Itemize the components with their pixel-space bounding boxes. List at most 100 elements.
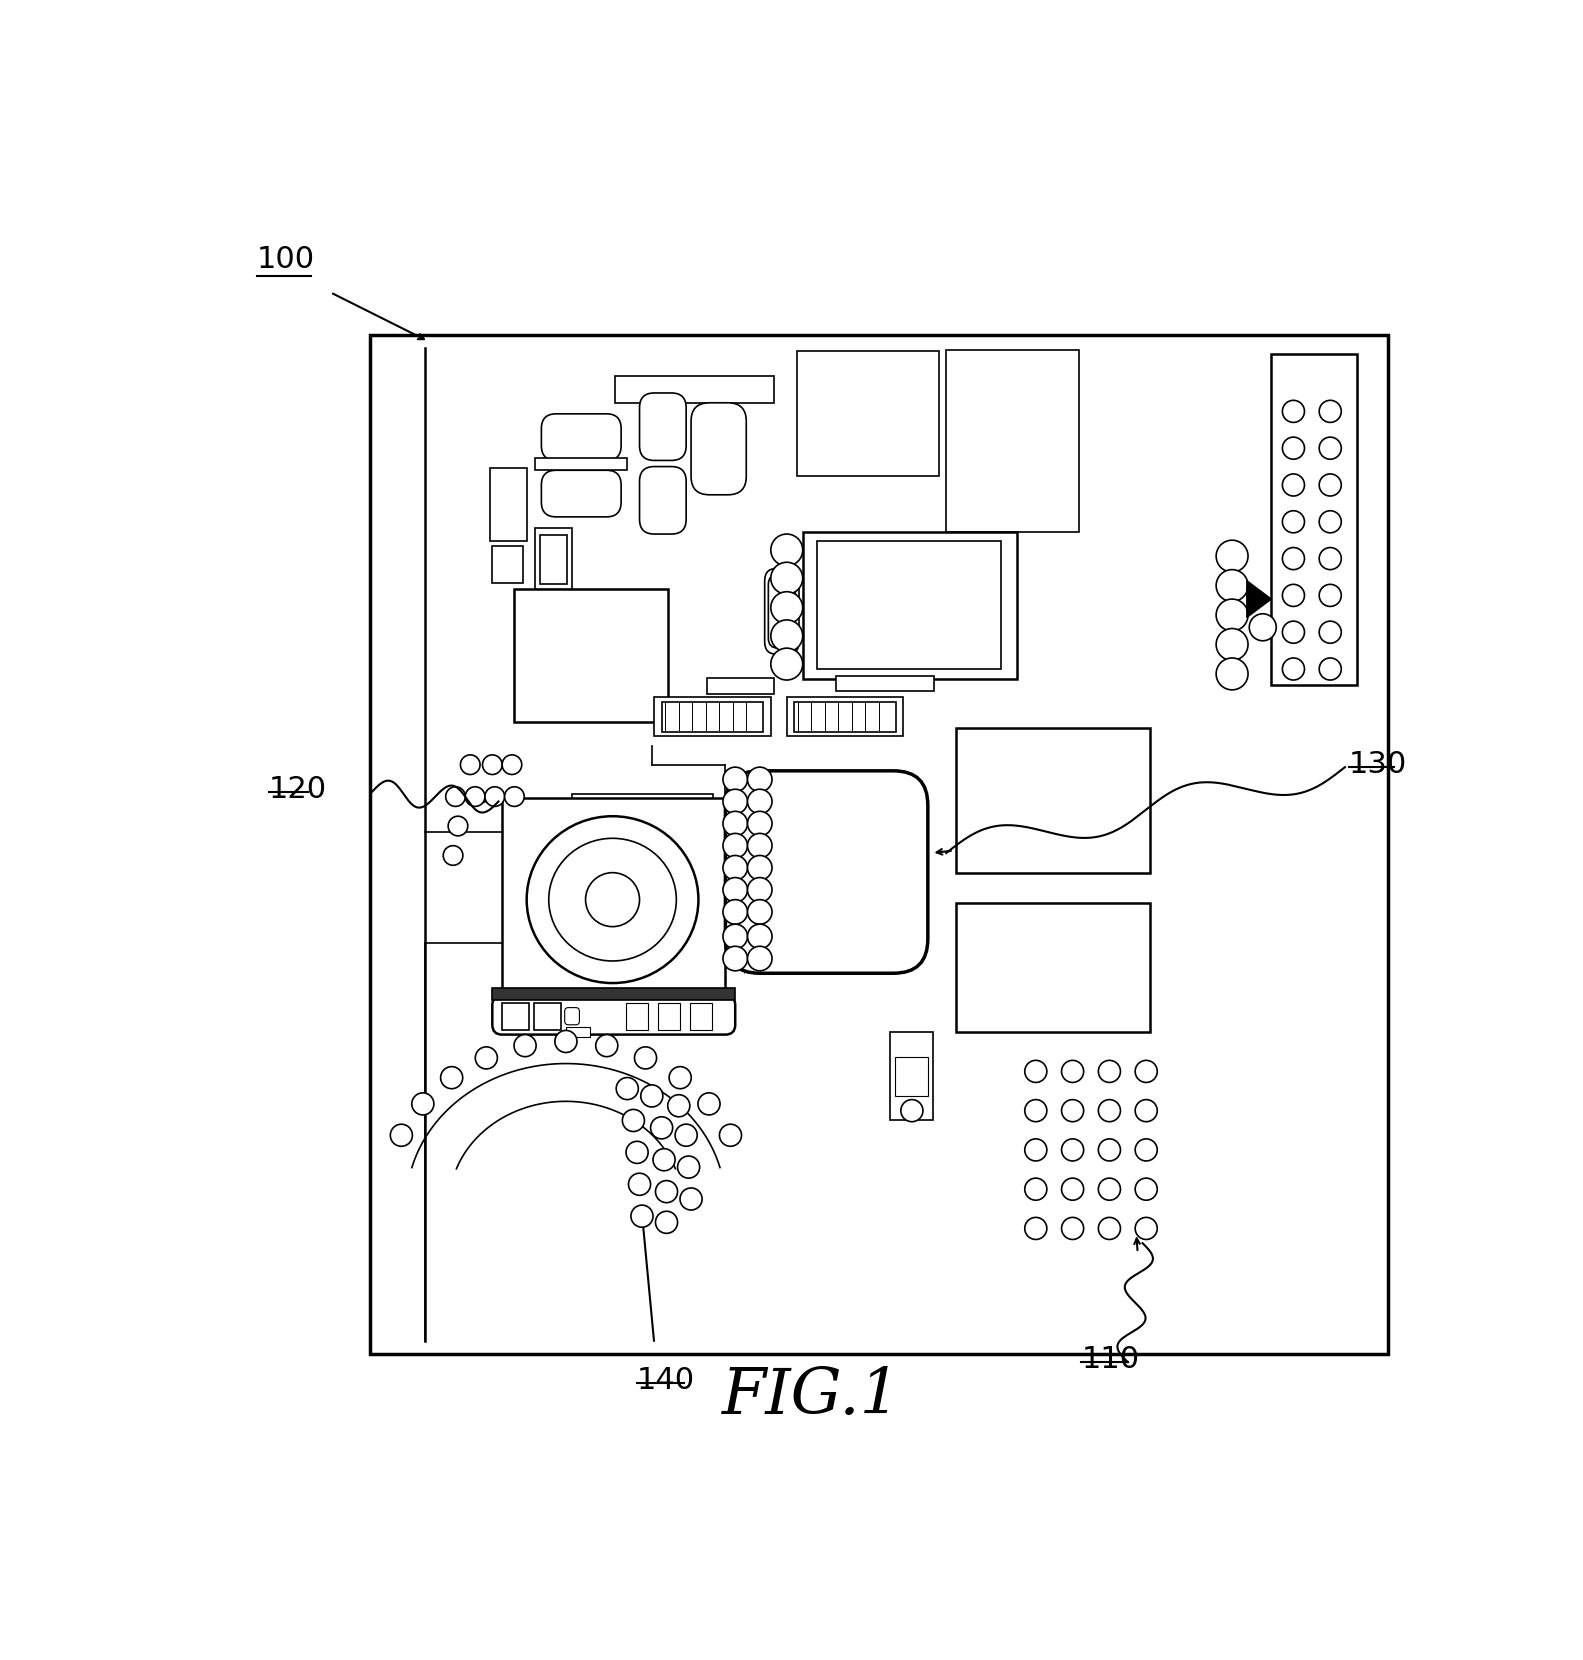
- Ellipse shape: [549, 838, 676, 961]
- Circle shape: [556, 1031, 576, 1052]
- Text: FIG.1: FIG.1: [722, 1366, 901, 1428]
- FancyBboxPatch shape: [492, 996, 735, 1034]
- FancyBboxPatch shape: [640, 393, 685, 460]
- FancyBboxPatch shape: [541, 470, 621, 516]
- Circle shape: [483, 755, 502, 775]
- Circle shape: [1062, 1217, 1084, 1240]
- Circle shape: [747, 833, 773, 858]
- Circle shape: [461, 755, 480, 775]
- Circle shape: [475, 1047, 497, 1069]
- Circle shape: [635, 1047, 657, 1069]
- FancyBboxPatch shape: [1015, 417, 1064, 468]
- Circle shape: [632, 1205, 654, 1227]
- Circle shape: [668, 1094, 690, 1117]
- Circle shape: [502, 755, 522, 775]
- Circle shape: [1282, 475, 1304, 496]
- Circle shape: [484, 787, 505, 807]
- Text: 100: 100: [256, 246, 315, 274]
- Circle shape: [670, 1067, 692, 1089]
- Circle shape: [1216, 629, 1247, 661]
- Circle shape: [465, 787, 484, 807]
- Circle shape: [1319, 475, 1341, 496]
- FancyBboxPatch shape: [565, 1008, 579, 1024]
- FancyBboxPatch shape: [1015, 473, 1064, 525]
- Bar: [894, 1057, 928, 1096]
- Text: 110: 110: [1081, 1345, 1140, 1374]
- Bar: [799, 407, 934, 418]
- Circle shape: [412, 1092, 434, 1116]
- Circle shape: [641, 1086, 663, 1107]
- Bar: [662, 702, 763, 732]
- Circle shape: [443, 845, 462, 865]
- Circle shape: [723, 925, 747, 950]
- Circle shape: [595, 1034, 617, 1057]
- Bar: [502, 798, 725, 1001]
- Circle shape: [674, 1124, 697, 1147]
- Circle shape: [723, 946, 747, 971]
- Circle shape: [1282, 511, 1304, 533]
- Circle shape: [771, 563, 803, 594]
- Bar: [799, 461, 934, 475]
- FancyBboxPatch shape: [725, 770, 928, 973]
- Circle shape: [448, 817, 469, 837]
- Bar: [803, 531, 1018, 679]
- Circle shape: [1099, 1179, 1121, 1200]
- Ellipse shape: [527, 817, 698, 983]
- Circle shape: [747, 855, 773, 880]
- Bar: [571, 793, 712, 818]
- FancyBboxPatch shape: [1015, 360, 1064, 412]
- Circle shape: [616, 1077, 638, 1099]
- Circle shape: [654, 1149, 674, 1170]
- Bar: [795, 702, 896, 732]
- Circle shape: [747, 767, 773, 792]
- Circle shape: [1099, 1139, 1121, 1160]
- Circle shape: [628, 1174, 651, 1195]
- Text: 120: 120: [269, 775, 328, 803]
- Circle shape: [1062, 1139, 1084, 1160]
- Circle shape: [440, 1067, 462, 1089]
- Circle shape: [1319, 548, 1341, 569]
- Circle shape: [747, 900, 773, 925]
- Bar: [567, 1028, 590, 1038]
- Polygon shape: [1247, 581, 1271, 618]
- Circle shape: [678, 1155, 700, 1179]
- FancyBboxPatch shape: [867, 417, 920, 463]
- Circle shape: [391, 1124, 413, 1147]
- Bar: [535, 528, 571, 589]
- Circle shape: [1319, 621, 1341, 642]
- Circle shape: [1216, 569, 1247, 601]
- Bar: [659, 1003, 681, 1029]
- Circle shape: [655, 1212, 678, 1233]
- FancyBboxPatch shape: [961, 360, 1010, 412]
- Circle shape: [1282, 400, 1304, 422]
- Circle shape: [1135, 1139, 1157, 1160]
- Circle shape: [1319, 657, 1341, 681]
- Circle shape: [1216, 657, 1247, 691]
- Circle shape: [1024, 1179, 1046, 1200]
- Circle shape: [747, 878, 773, 901]
- Circle shape: [514, 1034, 537, 1057]
- Bar: [492, 546, 522, 583]
- Circle shape: [719, 1124, 741, 1147]
- Circle shape: [446, 787, 465, 807]
- Circle shape: [723, 833, 747, 858]
- Bar: [614, 375, 774, 403]
- Bar: [654, 697, 771, 737]
- FancyBboxPatch shape: [961, 417, 1010, 468]
- FancyBboxPatch shape: [961, 473, 1010, 525]
- Circle shape: [1099, 1217, 1121, 1240]
- Circle shape: [1099, 1099, 1121, 1122]
- Circle shape: [1282, 657, 1304, 681]
- FancyBboxPatch shape: [810, 417, 863, 463]
- FancyBboxPatch shape: [867, 360, 920, 408]
- Circle shape: [723, 788, 747, 813]
- Bar: [947, 350, 1078, 531]
- Circle shape: [505, 787, 524, 807]
- Circle shape: [655, 1180, 678, 1202]
- Circle shape: [771, 535, 803, 566]
- Circle shape: [771, 619, 803, 652]
- Circle shape: [1216, 540, 1247, 573]
- Bar: [708, 677, 774, 694]
- Circle shape: [1062, 1179, 1084, 1200]
- FancyBboxPatch shape: [692, 403, 746, 495]
